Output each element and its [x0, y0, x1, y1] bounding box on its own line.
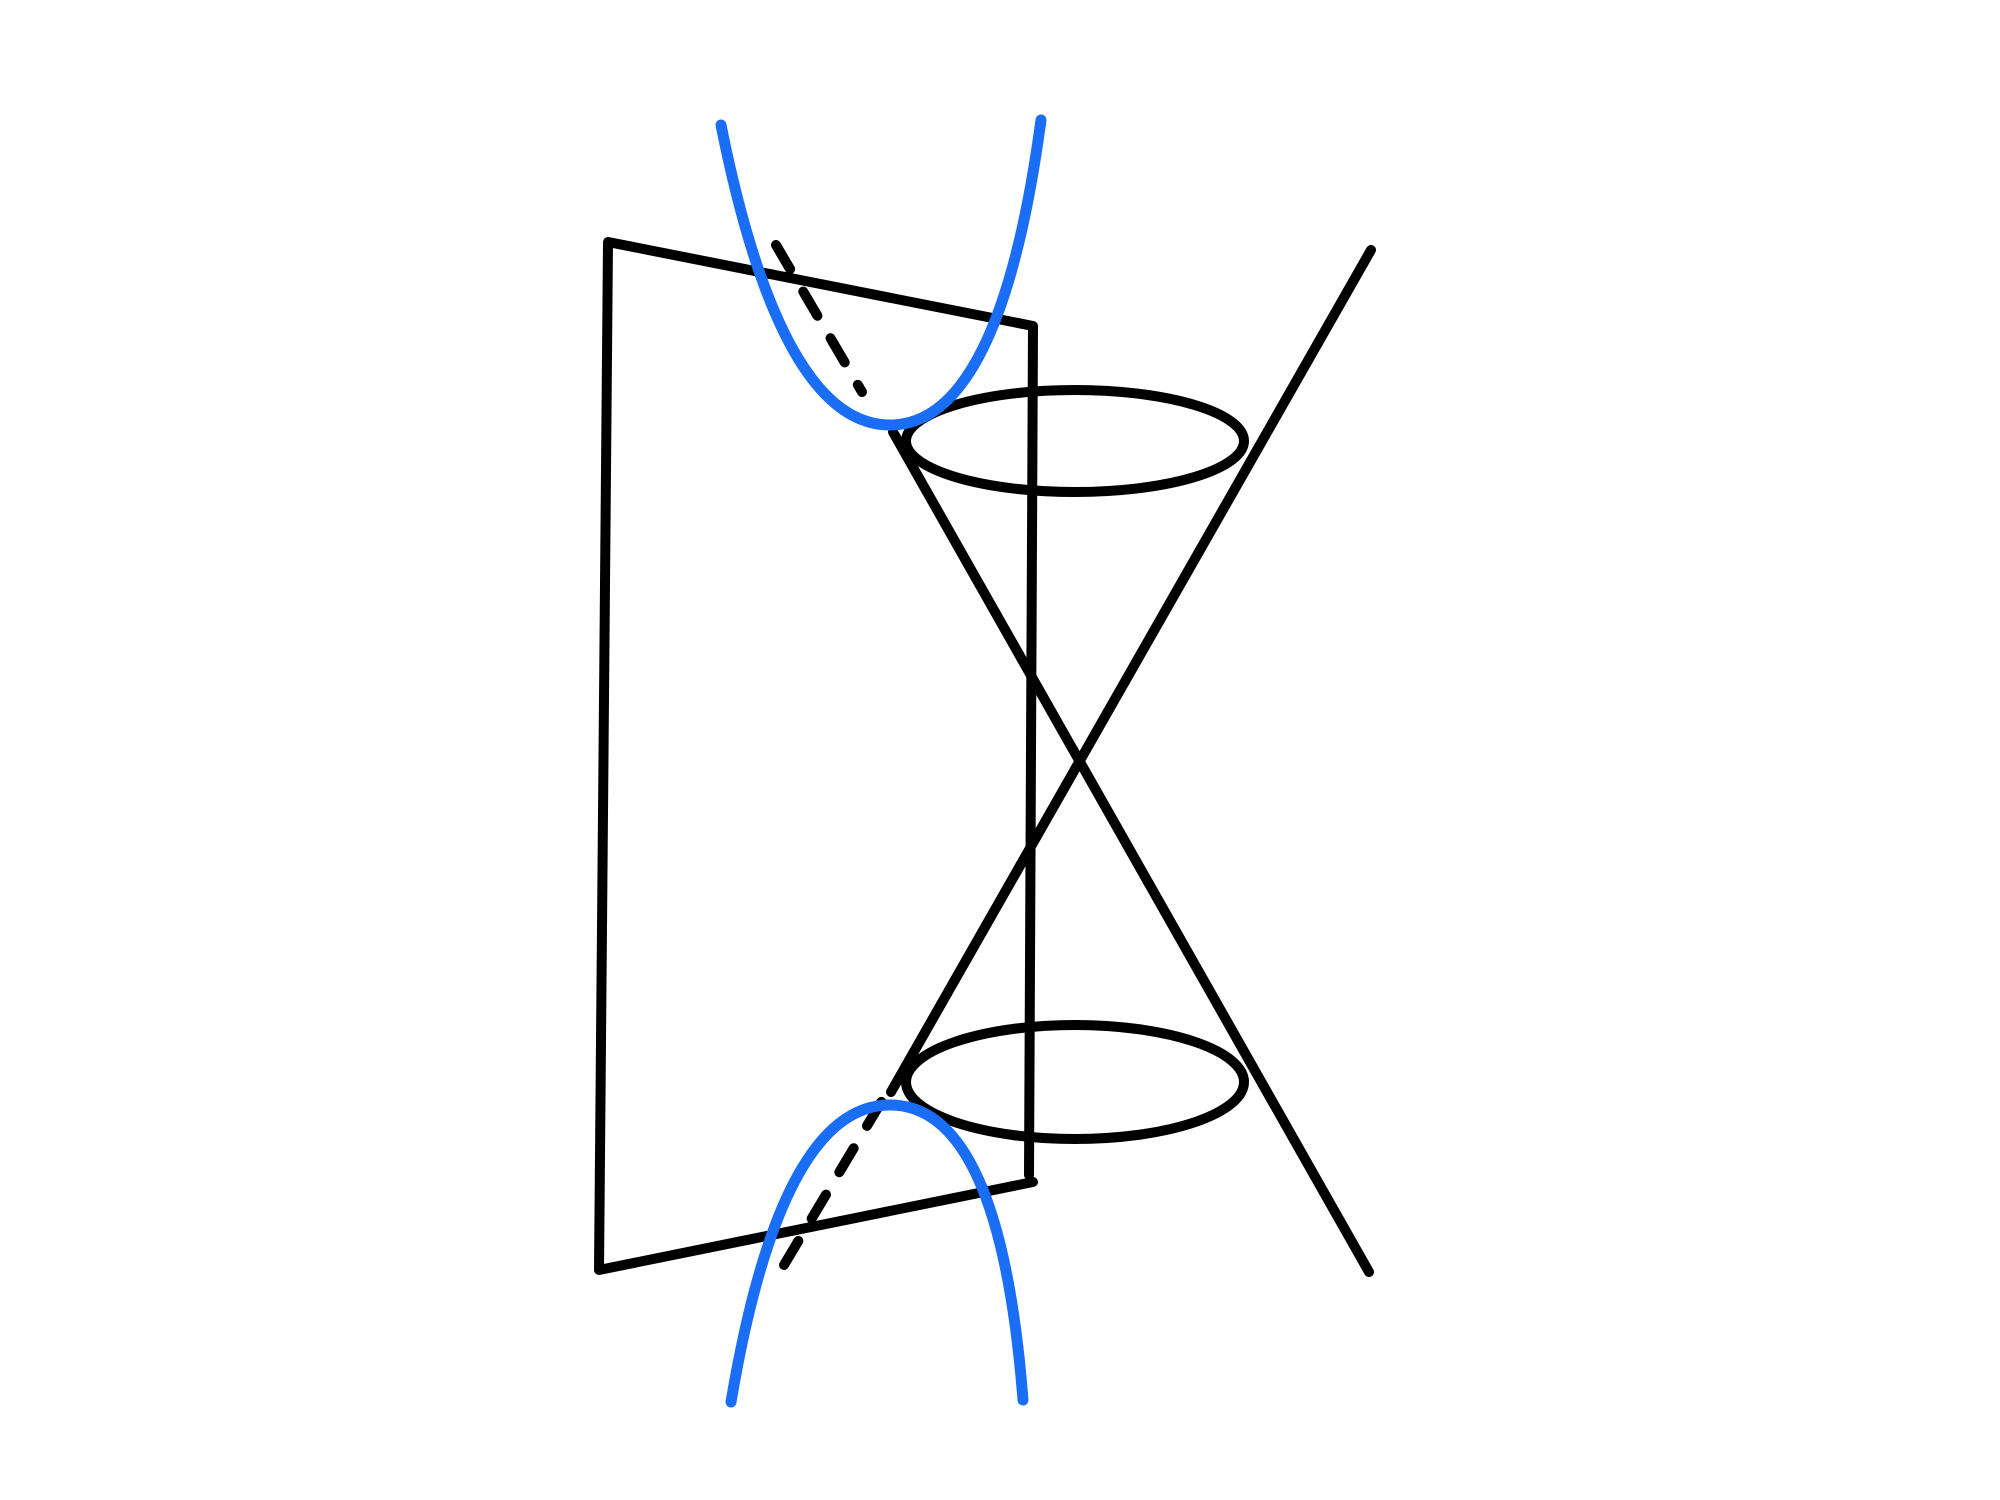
plane-outline	[594, 237, 1038, 1275]
cutting-plane	[594, 237, 1038, 1275]
hyperbola	[715, 114, 1047, 1408]
cone-generator-line-right	[886, 245, 1376, 1097]
cone-generator-line-left	[888, 427, 1374, 1277]
cone-hidden-edge-upper	[771, 240, 867, 397]
cone-lower-ellipse	[901, 1020, 1249, 1144]
cone-hidden-edge-lower	[779, 1089, 891, 1270]
cone-upper-ellipse	[901, 385, 1249, 497]
hyperbola-upper-branch	[715, 114, 1047, 431]
hyperbola-lower-branch	[725, 1099, 1029, 1408]
double-cone	[771, 240, 1376, 1277]
